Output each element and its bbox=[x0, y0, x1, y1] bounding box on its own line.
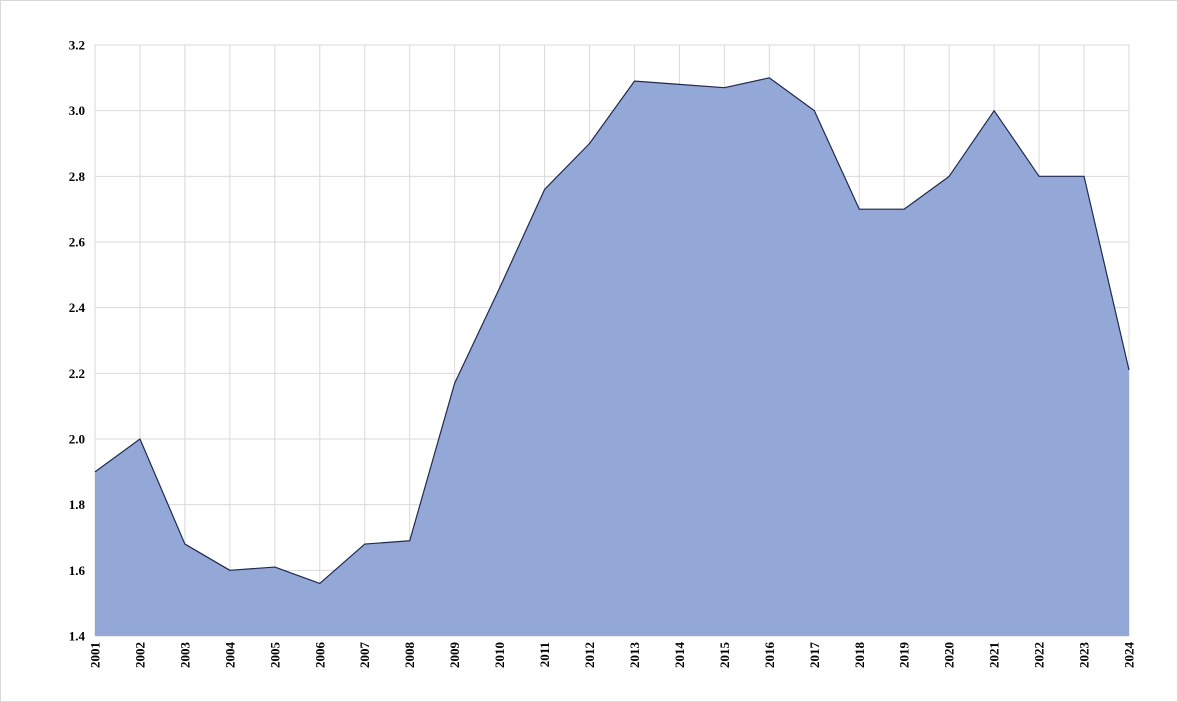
y-tick-label: 3.2 bbox=[69, 38, 85, 53]
x-tick-label: 2023 bbox=[1077, 642, 1092, 669]
x-tick-label: 2013 bbox=[627, 642, 642, 669]
y-tick-label: 2.4 bbox=[69, 300, 86, 315]
y-axis-ticks: 1.4 1.6 1.8 2.0 2.2 2.4 2.6 2.8 3.0 3.2 bbox=[69, 38, 86, 644]
x-tick-label: 2002 bbox=[132, 642, 147, 668]
x-tick-label: 2009 bbox=[447, 642, 462, 669]
y-tick-label: 1.6 bbox=[69, 563, 86, 578]
x-tick-label: 2011 bbox=[537, 642, 552, 667]
area-line bbox=[94, 77, 1130, 585]
x-tick-label: 2020 bbox=[942, 642, 957, 668]
x-tick-label: 2017 bbox=[807, 642, 822, 669]
x-tick-label: 2007 bbox=[357, 642, 372, 669]
x-tick-label: 2010 bbox=[492, 642, 507, 668]
y-tick-label: 1.8 bbox=[69, 497, 86, 512]
y-tick-label: 2.8 bbox=[69, 169, 86, 184]
x-axis-ticks: 2001 2002 2003 2004 2005 2006 2007 2008 2009 2010… bbox=[88, 642, 1137, 669]
x-tick-label: 2022 bbox=[1032, 642, 1047, 668]
y-tick-label: 2.2 bbox=[69, 366, 85, 381]
x-tick-label: 2004 bbox=[222, 642, 237, 669]
y-tick-label: 3.0 bbox=[69, 103, 85, 118]
x-tick-label: 2014 bbox=[672, 642, 687, 669]
y-tick-label: 2.0 bbox=[69, 432, 85, 447]
series-area bbox=[94, 77, 1130, 636]
x-tick-label: 2006 bbox=[312, 642, 327, 669]
x-tick-label: 2024 bbox=[1122, 642, 1137, 669]
x-tick-label: 2021 bbox=[987, 642, 1002, 668]
x-tick-label: 2019 bbox=[897, 642, 912, 669]
x-tick-label: 2015 bbox=[717, 642, 732, 669]
x-tick-label: 2005 bbox=[267, 642, 282, 669]
x-tick-label: 2003 bbox=[177, 642, 192, 669]
x-tick-label: 2008 bbox=[402, 642, 417, 669]
x-tick-label: 2012 bbox=[582, 642, 597, 668]
y-tick-label: 1.4 bbox=[69, 629, 86, 644]
area-fill bbox=[95, 77, 1129, 636]
x-tick-label: 2001 bbox=[88, 642, 103, 668]
x-tick-label: 2018 bbox=[852, 642, 867, 669]
x-tick-label: 2016 bbox=[762, 642, 777, 669]
y-tick-label: 2.6 bbox=[69, 235, 86, 250]
